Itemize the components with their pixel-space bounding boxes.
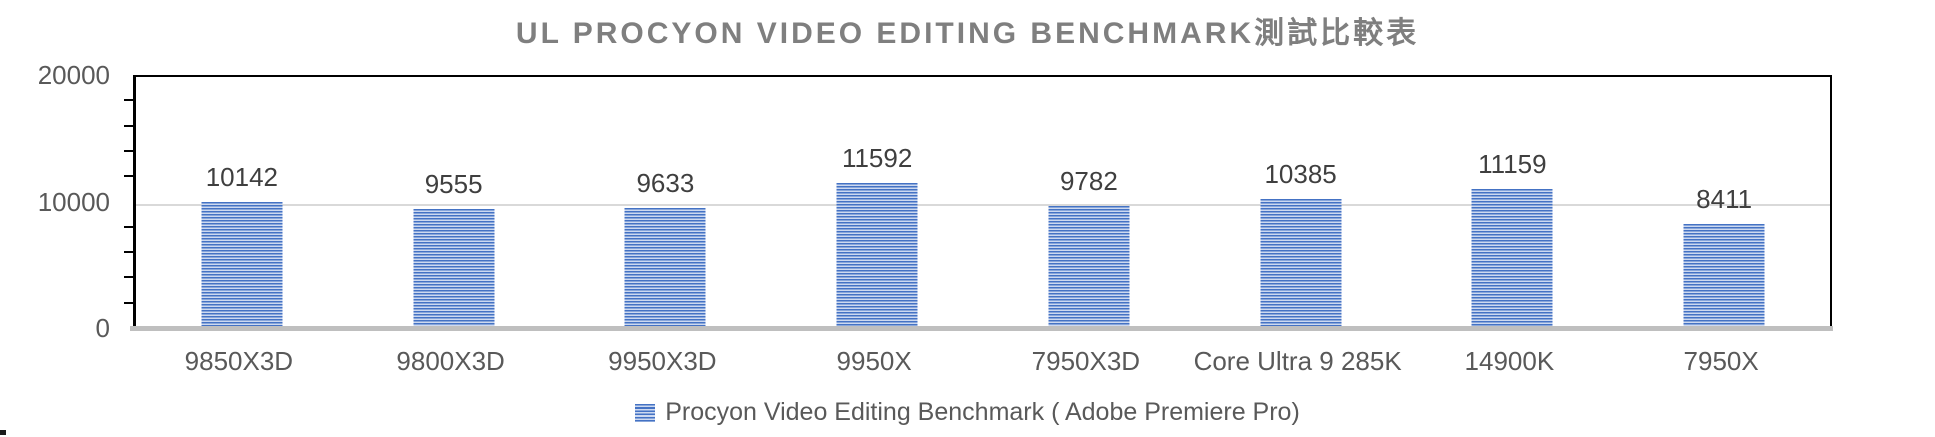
screen-corner-artifact bbox=[0, 430, 6, 435]
bar-9950X bbox=[836, 183, 918, 330]
bar-14900K bbox=[1471, 188, 1553, 330]
category-label-9950X3D: 9950X3D bbox=[608, 346, 717, 376]
y-axis-minor-tick bbox=[124, 276, 133, 279]
bar-Core Ultra 9 285K bbox=[1260, 198, 1342, 330]
bar-slot: 8411 bbox=[1618, 77, 1830, 330]
bar-slot: 9555 bbox=[348, 77, 560, 330]
y-axis-minor-tick bbox=[124, 301, 133, 304]
legend-series-label: Procyon Video Editing Benchmark ( Adobe … bbox=[665, 398, 1300, 426]
bar-9950X3D bbox=[624, 208, 706, 330]
bar-slot: 9633 bbox=[560, 77, 772, 330]
y-axis-minor-tick bbox=[124, 149, 133, 152]
x-axis-baseline bbox=[130, 326, 1833, 331]
bar-value-label: 11159 bbox=[1478, 148, 1547, 179]
bar-value-label: 9633 bbox=[636, 168, 695, 199]
bar-value-label: 9555 bbox=[424, 169, 483, 200]
y-axis-minor-tick bbox=[124, 124, 133, 127]
y-axis-minor-tick bbox=[124, 175, 133, 178]
bar-value-label: 10142 bbox=[205, 161, 279, 192]
bar-9800X3D bbox=[413, 209, 495, 330]
plot-area: 10142 9555 9633 11592 9782 10385 11159 8411 bbox=[133, 75, 1832, 330]
bar-slot: 10385 bbox=[1195, 77, 1407, 330]
y-axis-minor-tick bbox=[124, 251, 133, 254]
bar-9850X3D bbox=[201, 201, 283, 330]
bar-slot: 11159 bbox=[1407, 77, 1619, 330]
bar-slot: 11592 bbox=[771, 77, 983, 330]
y-axis-minor-tick bbox=[124, 225, 133, 228]
category-label-9800X3D: 9800X3D bbox=[396, 346, 505, 376]
bar-value-label: 8411 bbox=[1696, 183, 1753, 214]
bars-container: 10142 9555 9633 11592 9782 10385 11159 8411 bbox=[136, 77, 1830, 330]
category-label-14900K: 14900K bbox=[1464, 346, 1555, 376]
bar-value-label: 10385 bbox=[1264, 158, 1337, 189]
gridline-10000 bbox=[136, 203, 1830, 206]
legend-series-swatch-icon bbox=[635, 403, 656, 422]
y-axis-tick-label-10000: 10000 bbox=[37, 186, 110, 217]
y-axis-tick-label-0: 0 bbox=[95, 313, 110, 343]
bar-value-label: 9782 bbox=[1059, 166, 1118, 197]
bar-7950X3D bbox=[1048, 206, 1130, 330]
y-axis-minor-tick bbox=[124, 99, 133, 102]
x-axis-category-labels: 9850X3D 9800X3D 9950X3D 9950X 7950X3D Core Ul… bbox=[133, 346, 1827, 377]
bar-7950X bbox=[1683, 223, 1765, 330]
bar-slot: 10142 bbox=[136, 77, 348, 330]
chart-legend: Procyon Video Editing Benchmark ( Adobe … bbox=[0, 398, 1935, 427]
category-label-9950X: 9950X bbox=[836, 346, 912, 376]
category-label-9850X3D: 9850X3D bbox=[184, 346, 294, 376]
category-label-Core Ultra 9 285K: Core Ultra 9 285K bbox=[1193, 346, 1402, 376]
y-axis-tick-label-20000: 20000 bbox=[37, 60, 110, 90]
bar-value-label: 11592 bbox=[841, 143, 913, 174]
category-label-7950X: 7950X bbox=[1683, 346, 1759, 376]
chart-title: UL PROCYON VIDEO EDITING BENCHMARK測試比較表 bbox=[515, 17, 1420, 50]
bar-slot: 9782 bbox=[983, 77, 1195, 330]
category-label-7950X3D: 7950X3D bbox=[1031, 346, 1141, 376]
